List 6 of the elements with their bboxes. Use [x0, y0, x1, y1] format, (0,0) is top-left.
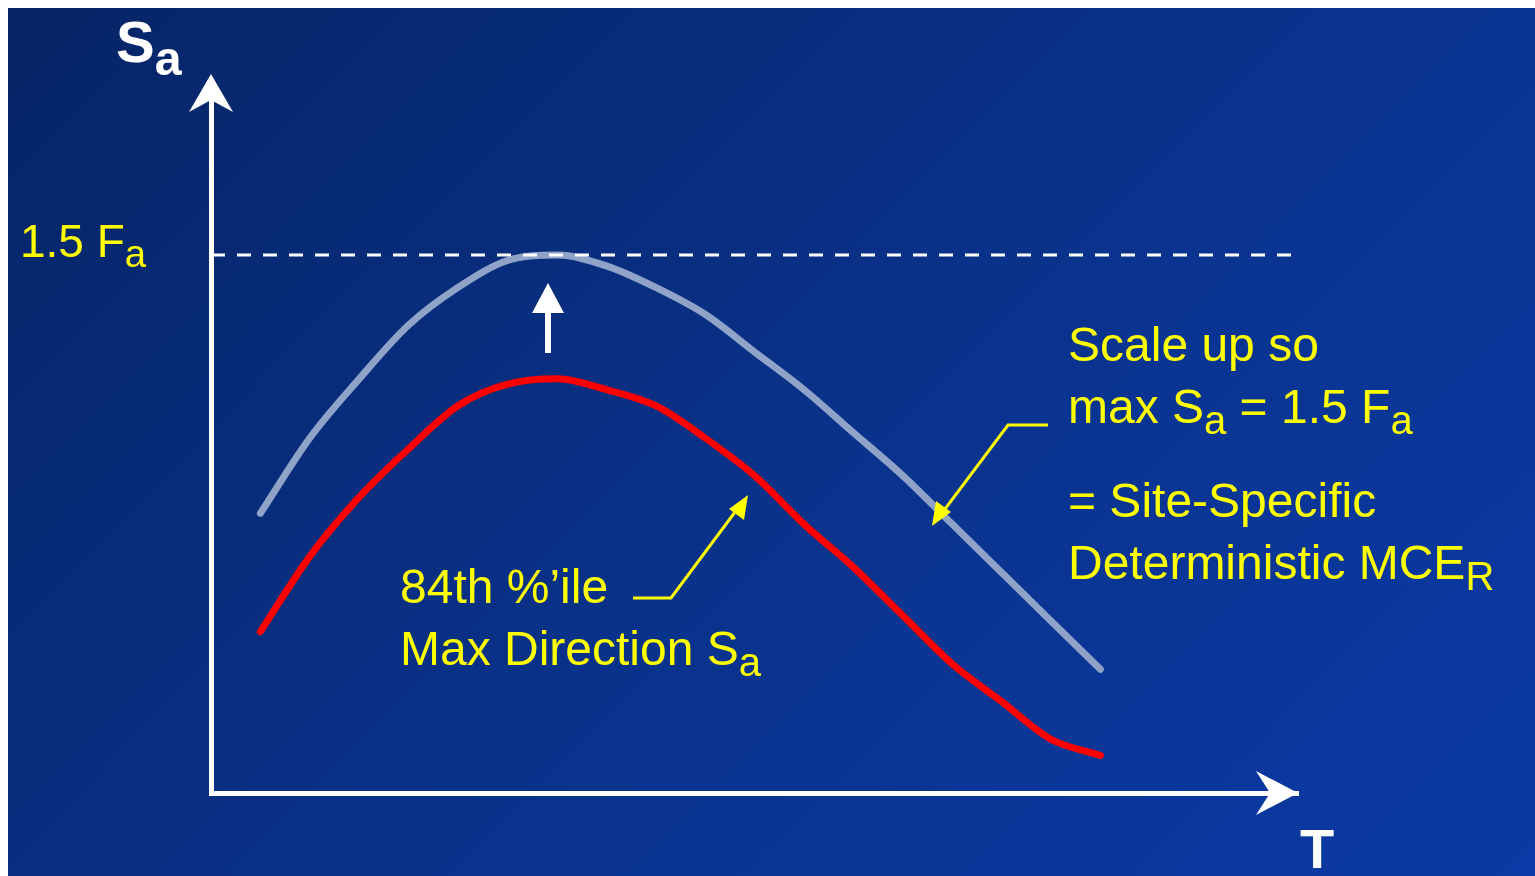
y-axis-title: S$_{a}$ [116, 8, 182, 86]
ref-line-label: 1.5 F$_{a}$ [20, 214, 147, 277]
annotation: Scale up so max S$_{a}$ = 1.5 F$_{a}$ [1068, 317, 1413, 444]
annotation: = Site-Specific Deterministic MCE$_{R}$ [1068, 473, 1495, 600]
annotation: 84th %’ile Max Direction S$_{a}$ [400, 559, 762, 686]
x-axis-title: T [1300, 816, 1335, 876]
